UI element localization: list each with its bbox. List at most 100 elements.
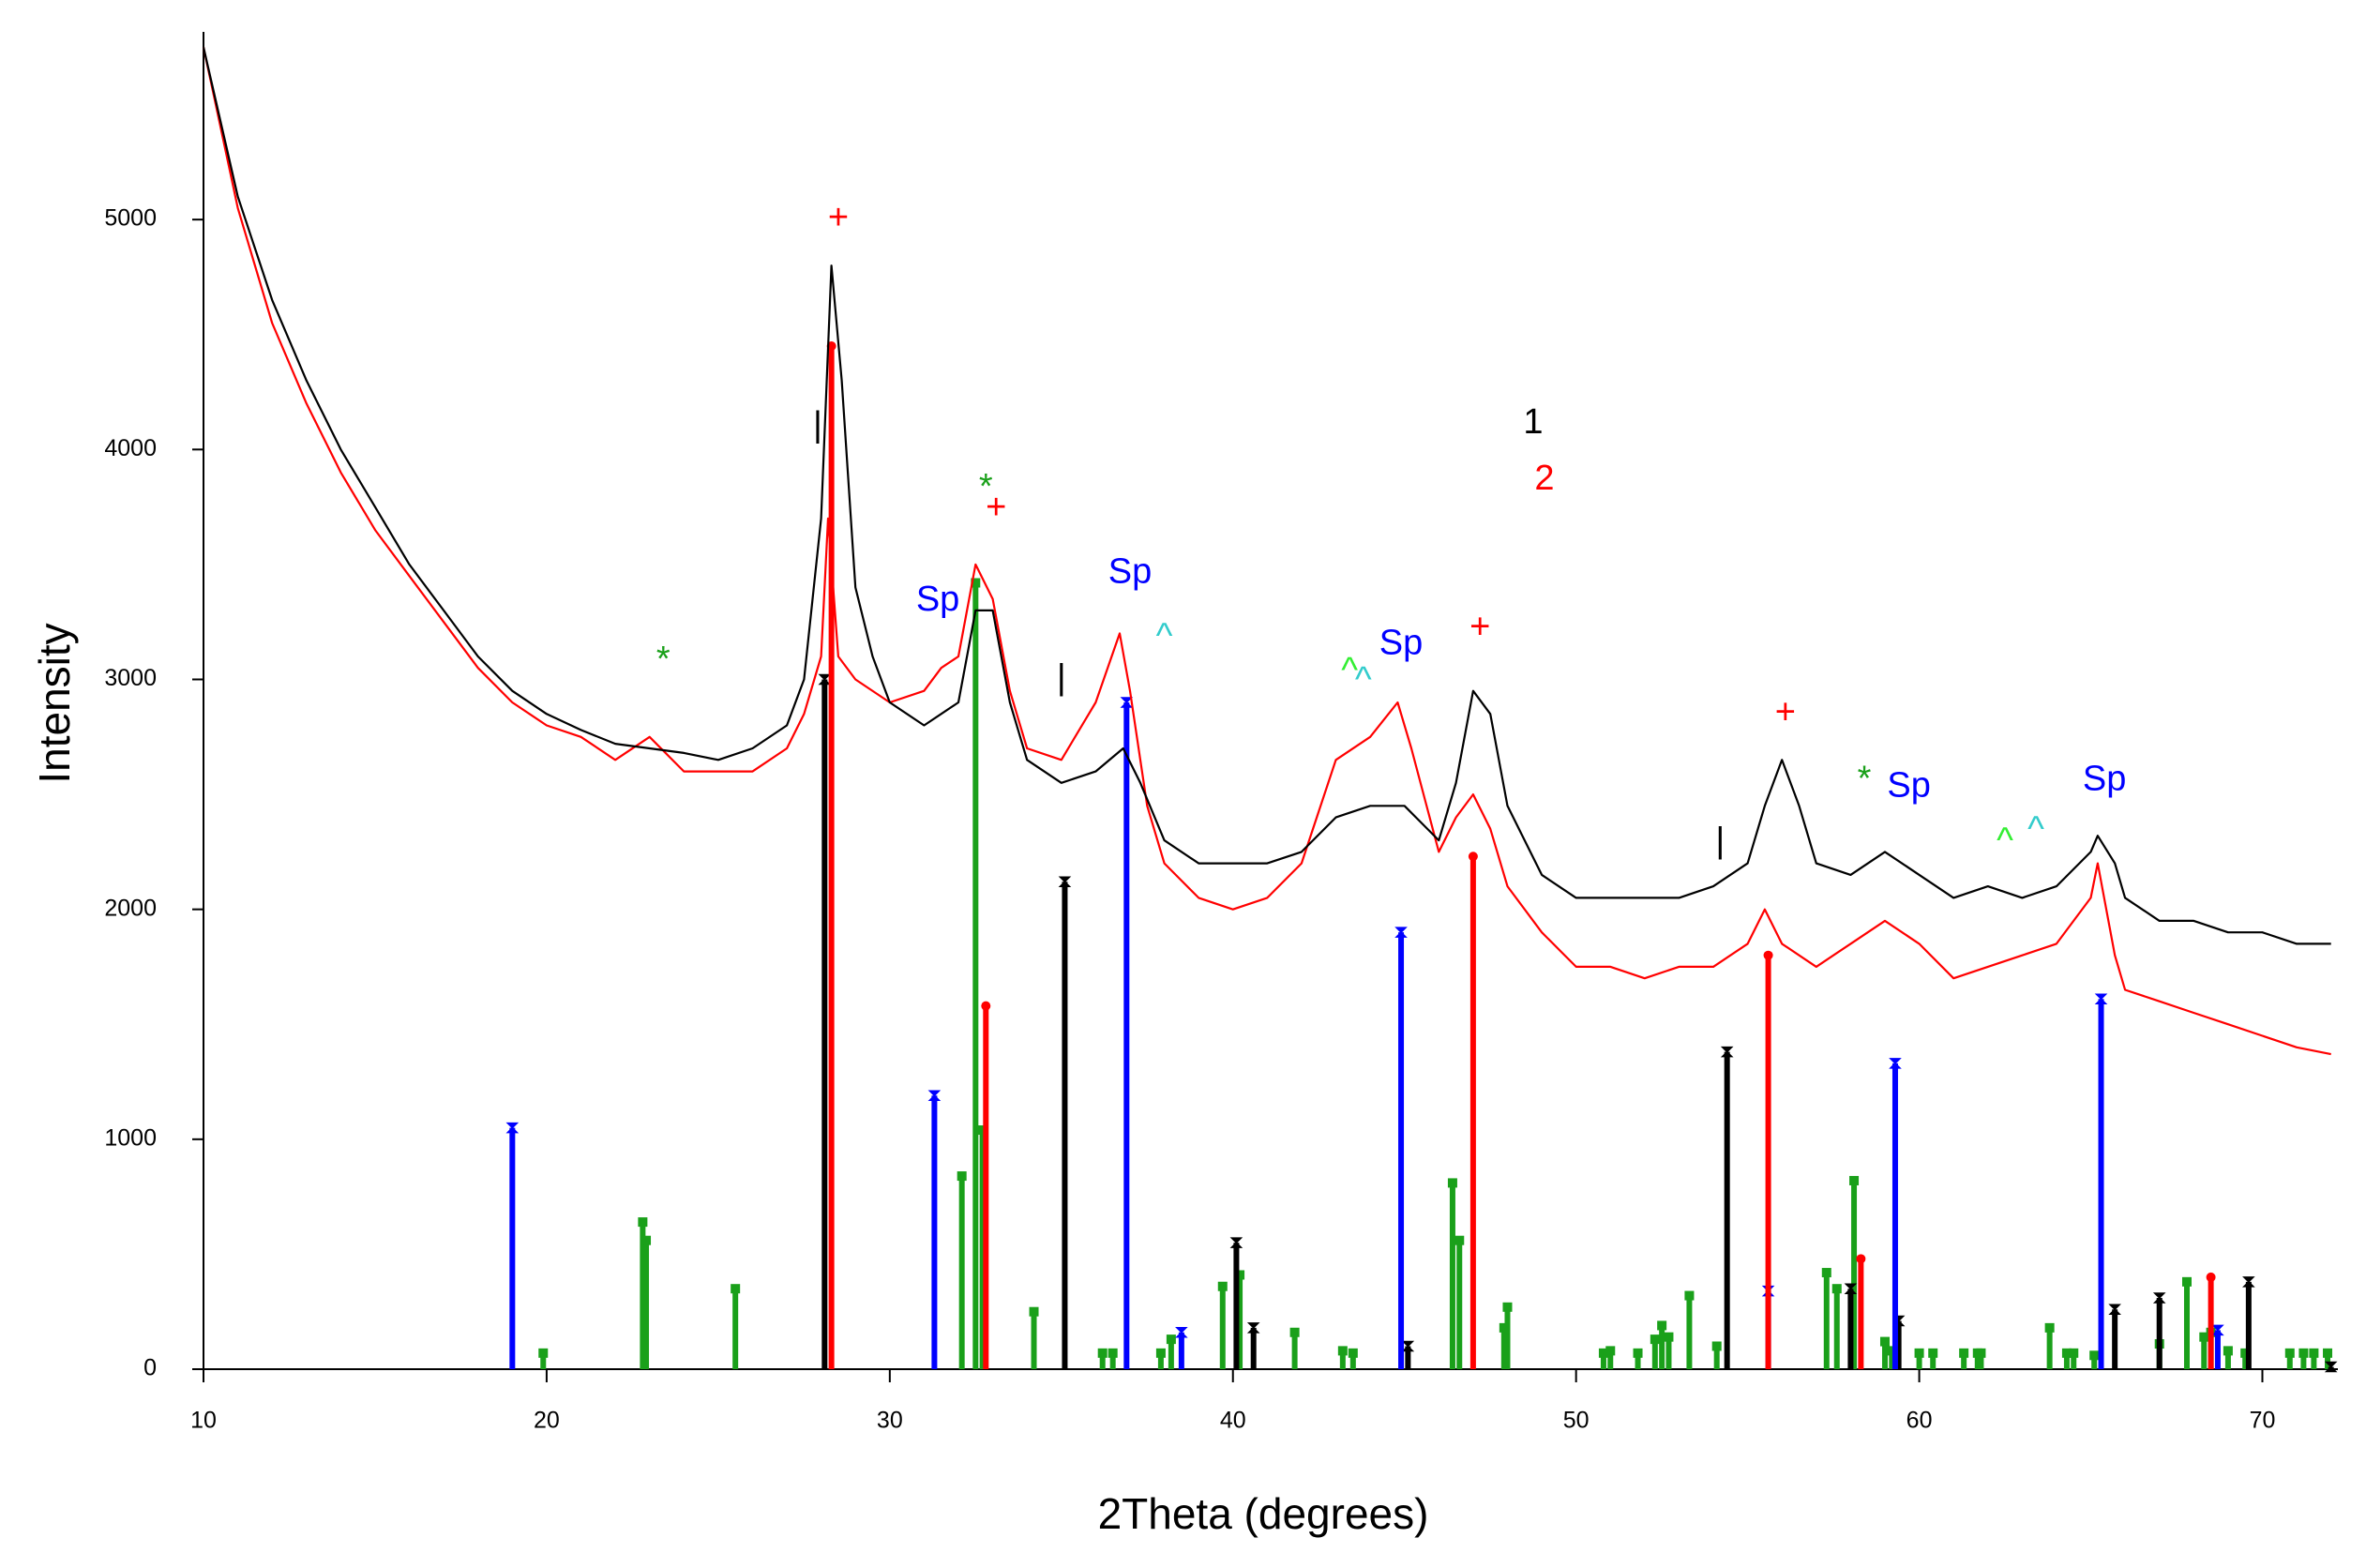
stick-marker bbox=[2108, 1304, 2121, 1316]
legend-label: 1 bbox=[1523, 402, 1543, 442]
annotation: Sp bbox=[1887, 766, 1930, 806]
stick-marker bbox=[1664, 1332, 1674, 1342]
annotation: * bbox=[656, 640, 671, 679]
stick-marker bbox=[1246, 1322, 1260, 1334]
stick-marker bbox=[977, 1125, 987, 1136]
stick-marker bbox=[1235, 1270, 1245, 1280]
x-tick-label: 20 bbox=[534, 1408, 560, 1434]
x-tick-label: 10 bbox=[190, 1408, 217, 1434]
stick-marker bbox=[2181, 1276, 2192, 1287]
stick-marker bbox=[1029, 1306, 1039, 1317]
x-tick-label: 60 bbox=[1906, 1408, 1933, 1434]
annotation: ^ bbox=[1997, 822, 2013, 861]
stick-marker bbox=[818, 673, 832, 686]
stick-marker bbox=[1348, 1348, 1358, 1358]
stick-marker bbox=[1058, 876, 1072, 887]
x-tick-label: 50 bbox=[1563, 1408, 1590, 1434]
stick-marker bbox=[1454, 1235, 1465, 1245]
x-tick-label: 30 bbox=[877, 1408, 903, 1434]
stick-marker bbox=[1605, 1346, 1616, 1356]
annotation: ^ bbox=[1355, 660, 1372, 700]
stick-marker bbox=[1499, 1322, 1509, 1333]
stick-marker bbox=[2044, 1322, 2055, 1333]
annotation: | bbox=[1715, 822, 1725, 861]
stick-marker bbox=[971, 578, 981, 588]
y-tick-label: 5000 bbox=[104, 205, 157, 232]
stick-marker bbox=[1657, 1320, 1667, 1331]
stick-marker bbox=[1120, 697, 1134, 708]
stick-marker bbox=[1633, 1348, 1643, 1358]
stick-marker bbox=[1502, 1302, 1513, 1312]
stick-marker bbox=[1229, 1237, 1243, 1248]
annotation: Sp bbox=[916, 580, 959, 619]
stick-marker bbox=[1887, 1346, 1897, 1356]
stick-marker bbox=[1108, 1348, 1118, 1358]
annotation: ^ bbox=[1156, 616, 1173, 656]
stick-marker bbox=[2323, 1348, 2333, 1358]
annotation: + bbox=[1469, 608, 1490, 647]
stick-marker bbox=[2199, 1332, 2209, 1342]
stick-marker bbox=[1598, 1348, 1608, 1358]
stick-marker bbox=[2061, 1348, 2072, 1358]
stick-marker bbox=[2284, 1348, 2295, 1358]
series-line bbox=[202, 47, 2331, 945]
stick-marker bbox=[731, 1284, 741, 1294]
stick-marker bbox=[2094, 993, 2108, 1005]
stick-marker bbox=[538, 1348, 549, 1358]
stick-marker bbox=[927, 1090, 942, 1101]
annotation: ^ bbox=[1341, 651, 1358, 690]
y-tick-label: 1000 bbox=[104, 1124, 157, 1151]
annotation: Sp bbox=[1379, 624, 1423, 663]
annotation: * bbox=[979, 467, 993, 506]
y-tick-label: 0 bbox=[143, 1355, 157, 1381]
stick-marker bbox=[1097, 1348, 1108, 1358]
stick-marker bbox=[1337, 1346, 1348, 1356]
legend-label: 2 bbox=[1534, 459, 1554, 498]
stick-marker bbox=[1684, 1290, 1695, 1301]
stick-marker bbox=[641, 1235, 652, 1245]
stick-marker bbox=[1849, 1175, 1860, 1185]
y-tick-label: 2000 bbox=[104, 895, 157, 921]
stick-marker bbox=[1394, 927, 1408, 938]
stick-marker bbox=[2089, 1350, 2100, 1361]
stick-marker bbox=[1831, 1284, 1842, 1294]
stick-marker bbox=[2152, 1292, 2166, 1304]
y-tick-label: 4000 bbox=[104, 435, 157, 461]
stick-marker bbox=[1879, 1336, 1890, 1347]
stick-marker bbox=[1914, 1348, 1924, 1358]
stick-marker bbox=[1889, 1058, 1902, 1069]
stick-marker bbox=[1844, 1283, 1858, 1294]
stick-marker bbox=[957, 1171, 967, 1182]
stick-marker bbox=[2298, 1348, 2309, 1358]
x-tick-label: 40 bbox=[1220, 1408, 1246, 1434]
series-line bbox=[202, 47, 2331, 1056]
stick-marker bbox=[2069, 1348, 2079, 1358]
stick-marker bbox=[981, 1001, 991, 1011]
annotation: ^ bbox=[2027, 809, 2044, 849]
annotation: | bbox=[1057, 658, 1066, 698]
stick-marker bbox=[1763, 950, 1773, 960]
stick-marker bbox=[1711, 1341, 1722, 1351]
stick-marker bbox=[1959, 1348, 1969, 1358]
stick-marker bbox=[1856, 1254, 1866, 1264]
stick-marker bbox=[1468, 852, 1478, 862]
stick-marker bbox=[1155, 1348, 1166, 1358]
stick-marker bbox=[2240, 1348, 2251, 1358]
stick-marker bbox=[1217, 1281, 1228, 1291]
annotation: Sp bbox=[2083, 759, 2126, 798]
stick-marker bbox=[2324, 1361, 2338, 1373]
stick-marker bbox=[1401, 1340, 1415, 1352]
x-tick-label: 70 bbox=[2250, 1408, 2276, 1434]
stick-marker bbox=[1289, 1327, 1300, 1337]
annotation: * bbox=[1858, 759, 1872, 798]
stick-marker bbox=[2242, 1276, 2255, 1288]
stick-marker bbox=[638, 1217, 648, 1228]
stick-marker bbox=[2206, 1272, 2216, 1282]
stick-marker bbox=[1928, 1348, 1938, 1358]
stick-marker bbox=[1650, 1334, 1660, 1345]
stick-marker bbox=[505, 1122, 520, 1134]
annotation: | bbox=[813, 405, 822, 445]
annotation: + bbox=[828, 198, 849, 237]
annotation: + bbox=[1775, 692, 1796, 731]
